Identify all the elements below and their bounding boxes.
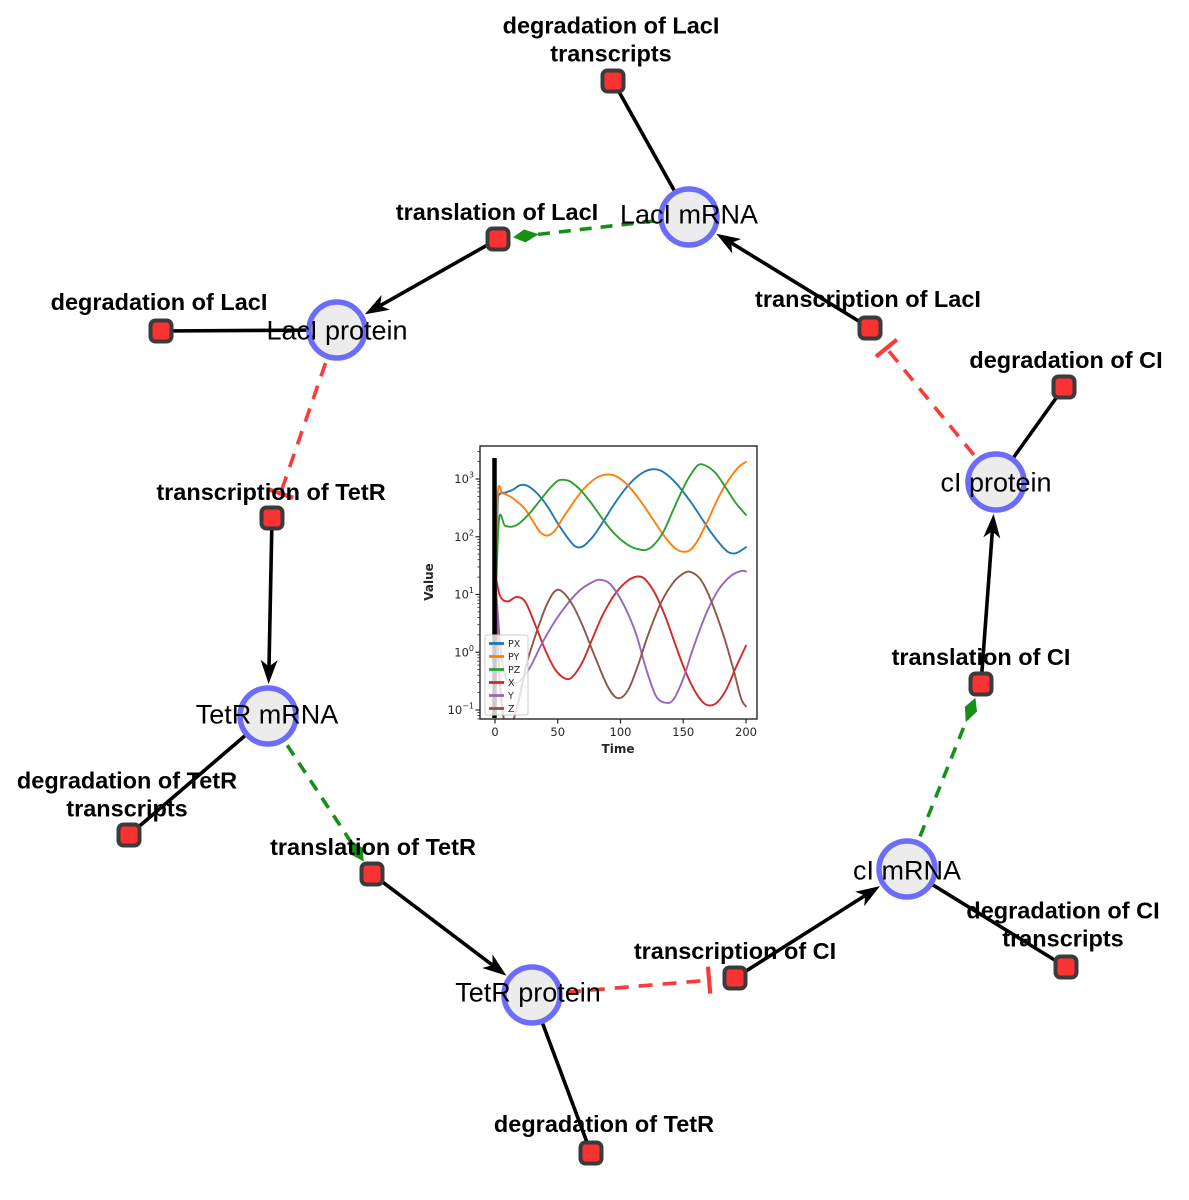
reaction-node-deg_laci_tx[interactable] (600, 68, 626, 94)
y-tick-label: 10−1 (448, 702, 474, 718)
legend-label-Y: Y (507, 691, 514, 702)
edge-production-tx_tetr-to-tetr_mrna-arrowhead (260, 659, 278, 684)
edge-consumption-ci_mrna-to-deg_ci_tx (906, 867, 1067, 969)
legend-label-PY: PY (508, 652, 520, 663)
x-tick-label: 0 (491, 725, 498, 739)
edge-production-transl_ci-to-ci_protein (979, 528, 995, 685)
nodes-layer (116, 68, 1079, 1166)
legend-label-PZ: PZ (508, 665, 521, 676)
chart-series-PX (494, 468, 747, 636)
edge-production-transl_tetr-to-tetr_protein-arrowhead (482, 954, 507, 976)
legend-label-Z: Z (508, 704, 515, 715)
arrowheads-layer (260, 229, 1001, 994)
legend-label-PX: PX (508, 639, 521, 650)
reaction-node-translation_laci[interactable] (485, 226, 511, 252)
chart-legend (484, 634, 529, 716)
reaction-node-tx_tetr[interactable] (259, 505, 285, 531)
reaction-node-tx_laci[interactable] (857, 315, 883, 341)
reaction-node-tx_ci[interactable] (722, 965, 748, 991)
species-node-tetr_protein[interactable] (501, 964, 563, 1026)
inset-chart: 0 50 100 150 200 103 102 101 100 10−1 Time Value PX P… (422, 445, 758, 756)
chart-frame (479, 445, 758, 720)
edge-production-translation_laci-to-laci_protein (377, 237, 499, 309)
y-tick-label: 100 (454, 644, 474, 660)
edge-inhibition-tetr_protein-to-tx_ci (566, 978, 707, 994)
edge-production-tx_ci-to-ci_mrna (734, 892, 869, 980)
reaction-node-deg_tetr[interactable] (578, 1140, 604, 1166)
x-tick-label: 200 (735, 725, 757, 739)
edge-modifier-tetr_mrna-to-transl_tetr-diamond-arrowhead (349, 839, 364, 862)
chart-xlabel: Time (602, 742, 635, 756)
x-tick-label: 150 (672, 725, 694, 739)
y-tick-label: 102 (454, 528, 474, 544)
chart-series-PY (494, 460, 747, 636)
edge-modifier-ci_mrna-to-transl_ci (918, 715, 970, 838)
species-node-tetr_mrna[interactable] (237, 685, 299, 747)
edge-inhibition-ci_protein-to-tx_laci-tbar (874, 337, 899, 359)
chart-series-PZ (494, 463, 747, 636)
edge-production-transl_tetr-to-tetr_protein (370, 872, 496, 969)
edge-modifier-laci_mrna-to-translation_laci-diamond-arrowhead (512, 229, 539, 243)
edge-inhibition-laci_protein-to-tx_tetr-tbar (267, 487, 294, 500)
species-node-ci_protein[interactable] (965, 451, 1027, 513)
edge-modifier-laci_mrna-to-translation_laci (532, 219, 655, 237)
reaction-node-transl_tetr[interactable] (359, 861, 385, 887)
edge-inhibition-tetr_protein-to-tx_ci-tbar (705, 966, 713, 994)
edge-production-translation_laci-to-laci_protein-arrowhead (364, 295, 390, 315)
edge-production-tx_tetr-to-tetr_mrna (267, 517, 274, 670)
edge-modifier-ci_mrna-to-transl_ci-diamond-arrowhead (964, 697, 977, 723)
reaction-node-deg_ci[interactable] (1051, 374, 1077, 400)
reaction-node-deg_tetr_tx[interactable] (116, 822, 142, 848)
reaction-node-transl_ci[interactable] (968, 671, 994, 697)
chart-series-X (494, 570, 747, 707)
species-node-laci_protein[interactable] (306, 299, 368, 361)
x-tick-label: 100 (610, 725, 632, 739)
chart-ylabel: Value (422, 563, 436, 601)
edge-production-tx_laci-to-laci_mrna-arrowhead (716, 233, 742, 254)
edge-production-tx_laci-to-laci_mrna (728, 240, 871, 330)
edge-production-transl_ci-to-ci_protein-arrowhead (983, 513, 1001, 539)
x-tick-label: 50 (550, 725, 565, 739)
reaction-node-deg_laci[interactable] (148, 318, 174, 344)
species-node-ci_mrna[interactable] (876, 838, 938, 900)
edge-production-tx_ci-to-ci_mrna-arrowhead (855, 886, 880, 907)
legend-label-X: X (508, 678, 515, 689)
edge-modifier-tetr_mrna-to-transl_tetr (285, 744, 355, 846)
edge-inhibition-laci_protein-to-tx_tetr (279, 362, 328, 492)
reaction-node-deg_ci_tx[interactable] (1053, 954, 1079, 980)
edge-inhibition-ci_protein-to-tx_laci (886, 349, 976, 457)
y-tick-label: 101 (454, 586, 474, 602)
y-tick-label: 103 (454, 471, 474, 487)
species-node-laci_mrna[interactable] (658, 186, 720, 248)
